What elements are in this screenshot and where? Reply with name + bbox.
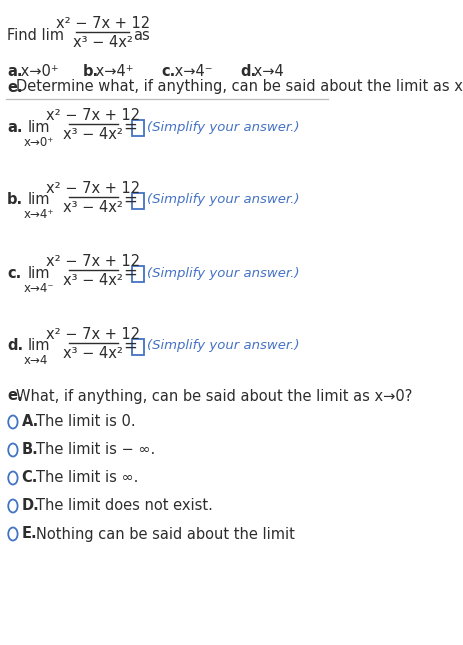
Text: lim: lim bbox=[27, 192, 50, 208]
Text: x³ − 4x²: x³ − 4x² bbox=[63, 346, 123, 361]
Text: x³ − 4x²: x³ − 4x² bbox=[63, 200, 123, 215]
Text: x² − 7x + 12: x² − 7x + 12 bbox=[46, 254, 140, 269]
Text: e.: e. bbox=[7, 388, 23, 404]
Text: C.: C. bbox=[21, 470, 38, 486]
Text: =: = bbox=[123, 191, 137, 209]
Text: e.: e. bbox=[7, 79, 23, 95]
Text: B.: B. bbox=[21, 442, 38, 457]
FancyBboxPatch shape bbox=[132, 120, 144, 136]
Text: (Simplify your answer.): (Simplify your answer.) bbox=[147, 121, 299, 134]
Text: x³ − 4x²: x³ − 4x² bbox=[73, 35, 132, 50]
Text: (Simplify your answer.): (Simplify your answer.) bbox=[147, 339, 299, 353]
Text: x→4: x→4 bbox=[24, 355, 48, 368]
Text: lim: lim bbox=[27, 266, 50, 281]
Text: x² − 7x + 12: x² − 7x + 12 bbox=[46, 181, 140, 196]
Text: Nothing can be said about the limit: Nothing can be said about the limit bbox=[36, 526, 294, 542]
Text: x³ − 4x²: x³ − 4x² bbox=[63, 273, 123, 288]
Text: lim: lim bbox=[27, 119, 50, 135]
Text: The limit is 0.: The limit is 0. bbox=[36, 415, 135, 430]
Text: Determine what, if anything, can be said about the limit as x→0.: Determine what, if anything, can be said… bbox=[16, 79, 463, 95]
Text: d.: d. bbox=[7, 339, 23, 353]
Text: x→4⁺: x→4⁺ bbox=[24, 208, 54, 221]
Text: x→4: x→4 bbox=[249, 63, 283, 79]
Text: c.: c. bbox=[7, 266, 21, 281]
Text: x² − 7x + 12: x² − 7x + 12 bbox=[46, 327, 140, 342]
Text: d.: d. bbox=[240, 63, 256, 79]
Text: a.: a. bbox=[7, 63, 23, 79]
Text: b.: b. bbox=[7, 192, 23, 208]
Text: x² − 7x + 12: x² − 7x + 12 bbox=[46, 108, 140, 123]
Text: The limit is − ∞.: The limit is − ∞. bbox=[36, 442, 155, 457]
Text: b.: b. bbox=[82, 63, 99, 79]
FancyBboxPatch shape bbox=[132, 339, 144, 355]
Text: as: as bbox=[133, 28, 150, 43]
Text: x→0⁺: x→0⁺ bbox=[16, 63, 58, 79]
Text: =: = bbox=[123, 118, 137, 136]
Text: x→4⁺: x→4⁺ bbox=[91, 63, 133, 79]
Text: A.: A. bbox=[21, 415, 39, 430]
FancyBboxPatch shape bbox=[132, 266, 144, 282]
Text: lim: lim bbox=[27, 339, 50, 353]
Text: c.: c. bbox=[161, 63, 175, 79]
Text: x→4⁻: x→4⁻ bbox=[24, 281, 54, 295]
Text: x→0⁺: x→0⁺ bbox=[24, 135, 54, 148]
Text: D.: D. bbox=[21, 499, 39, 513]
Text: The limit does not exist.: The limit does not exist. bbox=[36, 499, 213, 513]
Text: x³ − 4x²: x³ − 4x² bbox=[63, 127, 123, 142]
Text: a.: a. bbox=[7, 119, 23, 135]
Text: The limit is ∞.: The limit is ∞. bbox=[36, 470, 138, 486]
Text: x→4⁻: x→4⁻ bbox=[170, 63, 212, 79]
FancyBboxPatch shape bbox=[132, 193, 144, 209]
Text: (Simplify your answer.): (Simplify your answer.) bbox=[147, 266, 299, 279]
Text: (Simplify your answer.): (Simplify your answer.) bbox=[147, 194, 299, 206]
Text: =: = bbox=[123, 337, 137, 355]
Text: E.: E. bbox=[21, 526, 37, 542]
Text: Find lim: Find lim bbox=[7, 28, 64, 43]
Text: =: = bbox=[123, 264, 137, 282]
Text: x² − 7x + 12: x² − 7x + 12 bbox=[56, 16, 150, 31]
Text: What, if anything, can be said about the limit as x→0?: What, if anything, can be said about the… bbox=[16, 388, 411, 404]
